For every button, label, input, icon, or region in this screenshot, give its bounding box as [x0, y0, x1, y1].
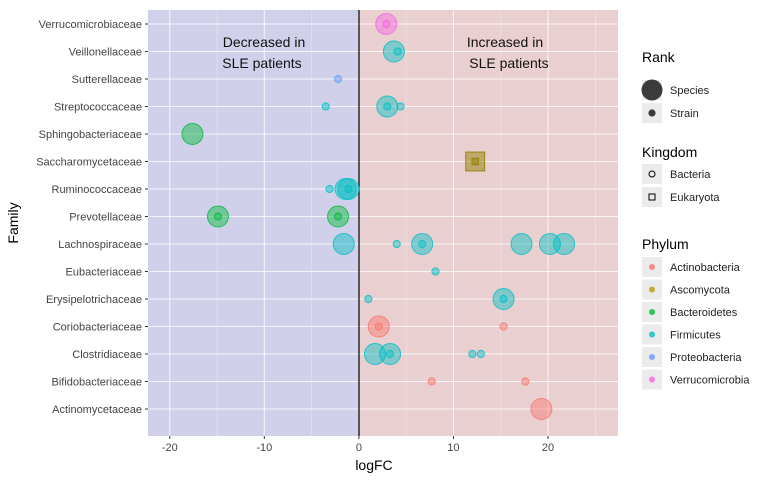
data-point: [385, 349, 395, 359]
legend-kingdom-title: Kingdom: [642, 144, 697, 160]
legend-kingdom-label: Bacteria: [670, 169, 711, 181]
data-point: [468, 349, 477, 359]
data-point: [553, 233, 576, 255]
legend-key: [642, 164, 662, 184]
legend-phylum-symbol: [649, 264, 655, 270]
data-point: [333, 212, 343, 221]
grid: [148, 10, 618, 436]
data-point: [379, 343, 402, 365]
data-point: [344, 184, 353, 194]
data-point: [393, 47, 402, 56]
x-tick-label: 10: [447, 442, 459, 454]
legend-key: [642, 187, 662, 207]
data-point: [396, 102, 405, 111]
legend-phylum-symbol: [649, 354, 655, 360]
x-tick-label: -20: [162, 442, 178, 454]
data-point: [333, 74, 343, 84]
data-point: [499, 322, 508, 331]
data-point: [427, 377, 436, 386]
x-tick-label: 0: [356, 442, 362, 454]
legend: Rank Species Strain Kingdom Bacteria Eukaryot…: [641, 49, 750, 390]
y-tick-label: Ruminococcaceae: [52, 184, 143, 196]
legend-phylum-label: Firmicutes: [670, 330, 721, 342]
annotation-decreased-line1: Decreased in: [223, 34, 306, 50]
legend-rank-symbol: [641, 79, 663, 101]
y-axis-title: Family: [5, 202, 21, 243]
data-point: [332, 233, 355, 255]
data-point: [364, 294, 373, 304]
legend-circle-symbol: [648, 170, 656, 178]
y-tick-label: Bifidobacteriaceae: [51, 377, 142, 389]
legend-kingdom-label: Eukaryota: [670, 192, 720, 204]
y-tick-label: Clostridiaceae: [72, 349, 142, 361]
data-point: [382, 19, 391, 29]
y-tick-label: Verrucomicrobiaceae: [39, 19, 142, 31]
annotation-increased-line2: SLE patients: [469, 55, 548, 71]
y-tick-label: Lachnospiraceae: [58, 239, 142, 251]
y-tick-label: Saccharomycetaceae: [36, 157, 142, 169]
y-tick-label: Coriobacteriaceae: [53, 322, 142, 334]
data-point: [181, 123, 204, 145]
legend-rank-symbol: [648, 109, 656, 117]
data-point: [376, 95, 399, 118]
legend-phylum-title: Phylum: [642, 236, 689, 252]
data-point: [418, 239, 427, 249]
data-point: [499, 294, 508, 304]
y-tick-label: Sutterellaceae: [72, 74, 142, 86]
increased-region: [359, 10, 618, 436]
data-point: [392, 239, 401, 249]
data-point: [411, 233, 434, 255]
data-point: [363, 343, 386, 365]
data-point: [337, 178, 360, 200]
data-point: [476, 349, 485, 359]
legend-phylum-symbol: [649, 331, 655, 338]
y-axis: Verrucomicrobiaceae Veillonellaceae Sutter…: [36, 19, 148, 416]
legend-phylum-label: Ascomycota: [670, 285, 731, 297]
legend-phylum-label: Verrucomicrobia: [670, 375, 750, 387]
legend-phylum-label: Actinobacteria: [670, 262, 741, 274]
y-tick-label: Actinomycetaceae: [52, 404, 142, 416]
data-point: [521, 377, 530, 386]
y-tick-label: Eubacteriaceae: [66, 267, 142, 279]
legend-phylum-symbol: [649, 286, 655, 293]
legend-phylum-label: Bacteroidetes: [670, 307, 738, 319]
legend-rank-label: Species: [670, 85, 710, 97]
data-point: [321, 102, 330, 111]
x-axis: -20 -10 0 10 20: [162, 436, 554, 454]
data-point: [492, 288, 515, 310]
data-point: [383, 102, 392, 111]
y-tick-label: Streptococcaceae: [54, 102, 142, 114]
legend-phylum-label: Proteobacteria: [670, 352, 742, 364]
y-tick-label: Erysipelotrichaceae: [46, 294, 142, 306]
y-tick-label: Veillonellaceae: [69, 47, 142, 59]
data-point: [431, 267, 440, 276]
legend-rank-title: Rank: [642, 49, 676, 65]
data-point: [327, 205, 350, 228]
annotation-decreased-line2: SLE patients: [222, 55, 301, 71]
data-point: [510, 233, 533, 255]
data-point: [374, 322, 383, 331]
decreased-region: [148, 10, 359, 436]
data-point: [375, 13, 398, 35]
points: [181, 13, 576, 420]
x-tick-label: 20: [542, 442, 554, 454]
y-tick-label: Prevotellaceae: [69, 212, 142, 224]
x-tick-label: -10: [256, 442, 272, 454]
annotation-increased-line1: Increased in: [467, 34, 543, 50]
x-axis-title: logFC: [355, 457, 392, 473]
data-point: [367, 315, 390, 338]
data-point-square: [471, 157, 479, 166]
y-tick-label: Sphingobacteriaceae: [39, 129, 142, 141]
data-point: [213, 212, 223, 221]
legend-square-symbol: [648, 193, 656, 201]
legend-phylum-symbol: [649, 376, 655, 383]
data-point: [206, 205, 229, 228]
data-point: [325, 184, 334, 194]
legend-rank-label: Strain: [670, 108, 699, 120]
legend-phylum-symbol: [649, 309, 655, 315]
data-point: [530, 398, 553, 420]
